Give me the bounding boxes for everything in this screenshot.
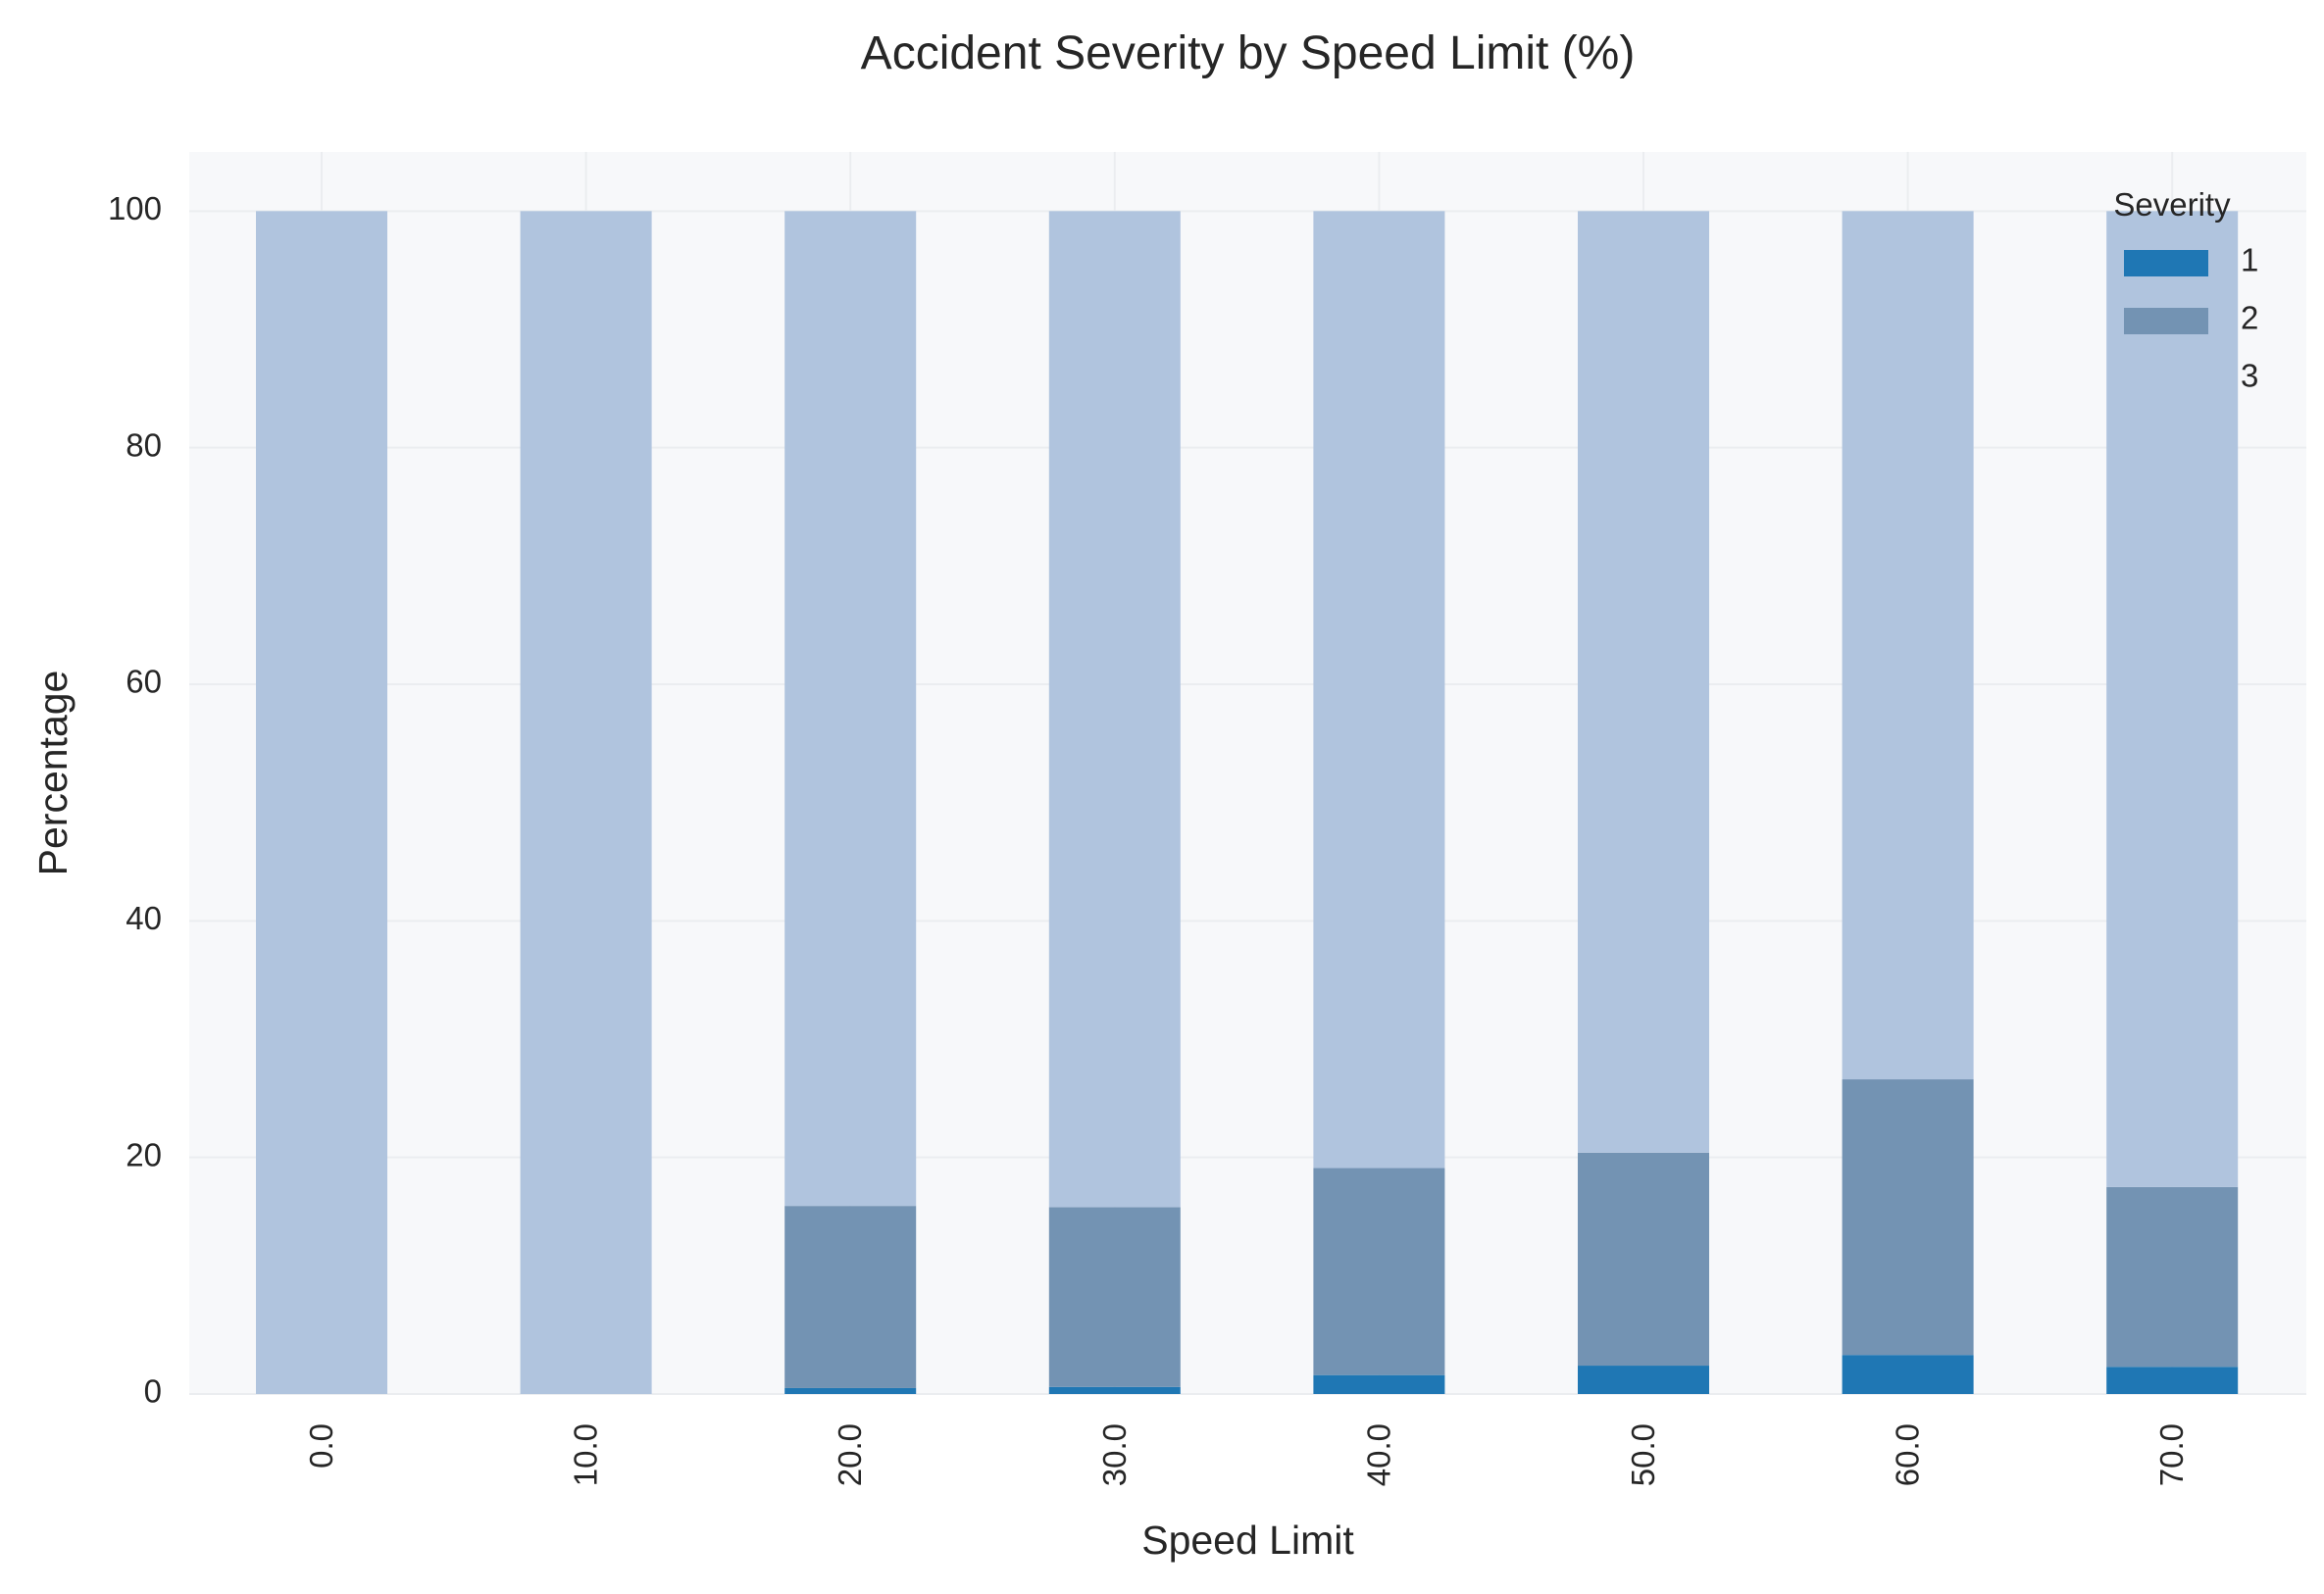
legend-entry-label: 2 (2241, 300, 2258, 336)
bar-segment (1048, 1386, 1181, 1394)
bar-segment (784, 211, 917, 1207)
y-tick-label: 60 (126, 664, 162, 700)
x-axis-label: Speed Limit (1141, 1518, 1354, 1563)
bar-segment (1578, 1366, 1709, 1394)
legend: Severity 1 2 3 (2113, 186, 2258, 394)
y-tick-label: 40 (126, 900, 162, 936)
y-tick-label: 80 (126, 426, 162, 463)
x-tick-label: 0.0 (303, 1423, 339, 1469)
bar-segment (1578, 1152, 1709, 1367)
bar-segment (2106, 211, 2239, 1187)
bar-segment (1578, 211, 1709, 1153)
bars (256, 211, 2239, 1394)
plot-background (189, 152, 2306, 1394)
y-tick-label: 20 (126, 1136, 162, 1172)
y-axis-label: Percentage (30, 671, 76, 876)
legend-swatch (2124, 250, 2208, 276)
legend-entry-label: 1 (2241, 242, 2258, 278)
legend-entry-label: 3 (2241, 358, 2258, 394)
bar-segment (256, 211, 387, 1394)
x-axis-ticks: 0.0 10.0 20.0 30.0 40.0 50.0 60.0 70.0 (303, 1423, 2190, 1486)
x-tick-label: 20.0 (832, 1423, 868, 1486)
x-tick-label: 70.0 (2153, 1423, 2190, 1486)
bar-segment (1048, 1207, 1181, 1387)
chart-title: Accident Severity by Speed Limit (%) (861, 27, 1636, 79)
x-tick-label: 30.0 (1096, 1423, 1133, 1486)
bar-segment (784, 1387, 917, 1394)
x-tick-label: 50.0 (1625, 1423, 1661, 1486)
legend-title: Severity (2113, 186, 2231, 223)
x-tick-label: 60.0 (1890, 1423, 1926, 1486)
x-tick-label: 40.0 (1360, 1423, 1396, 1486)
bar-segment (1313, 1374, 1445, 1394)
bar-segment (784, 1206, 917, 1388)
x-tick-label: 10.0 (568, 1423, 604, 1486)
bar-segment (2106, 1186, 2239, 1368)
bar-segment (1313, 211, 1445, 1169)
legend-swatch (2124, 308, 2208, 334)
y-tick-label: 0 (144, 1373, 162, 1410)
bar-segment (1842, 1355, 1974, 1394)
bar-segment (1313, 1168, 1445, 1375)
bar-segment (520, 211, 652, 1394)
bar-segment (1842, 1079, 1974, 1356)
bar-segment (1048, 211, 1181, 1208)
y-axis-ticks: 0 20 40 60 80 100 (108, 190, 162, 1410)
bar-segment (1842, 211, 1974, 1080)
bar-segment (2106, 1367, 2239, 1394)
legend-swatch (2124, 366, 2208, 392)
y-tick-label: 100 (108, 190, 162, 226)
